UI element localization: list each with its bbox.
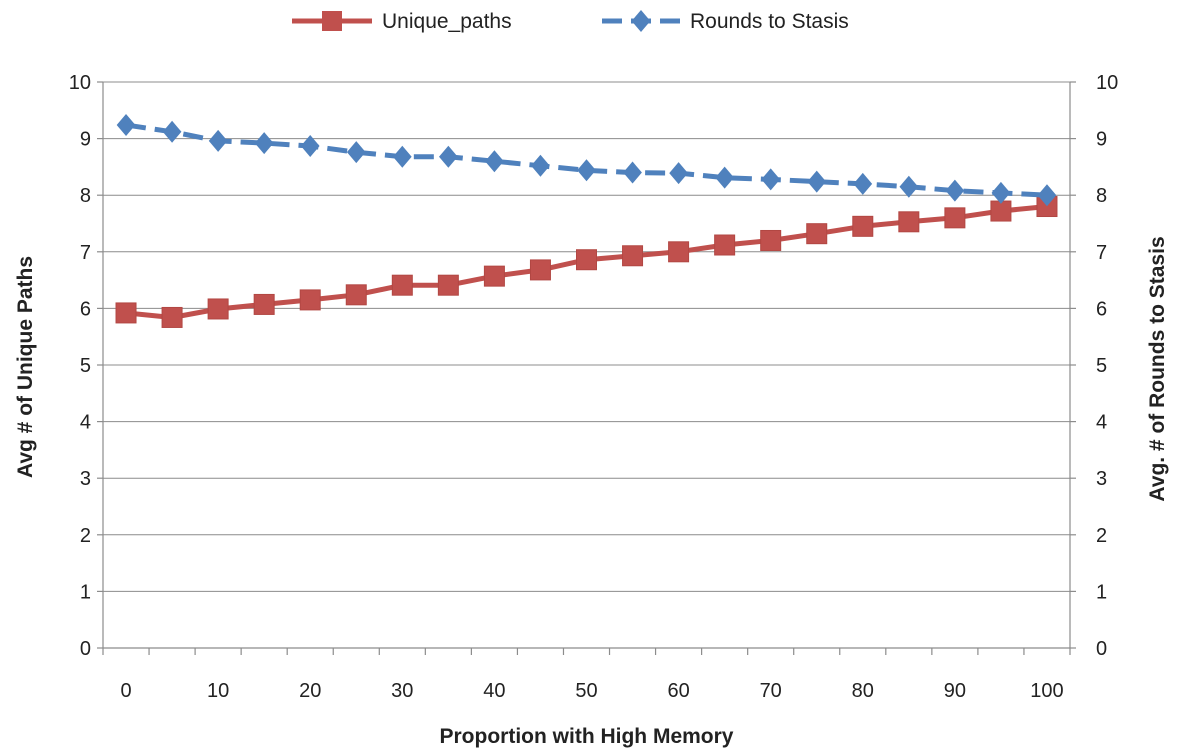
data-point: [944, 207, 966, 229]
data-point: [529, 259, 551, 281]
data-point: [669, 162, 688, 185]
x-tick-label: 60: [667, 680, 689, 702]
data-point: [483, 265, 505, 287]
y-tick-label-right: 5: [1096, 355, 1107, 377]
grid-lines: [103, 81, 1070, 592]
data-point: [345, 284, 367, 306]
y-tick-label-left: 5: [80, 355, 91, 377]
data-point: [898, 211, 920, 233]
series-1: [116, 114, 1057, 207]
y-tick-label-right: 4: [1096, 412, 1107, 434]
data-point: [622, 245, 644, 267]
x-tick-label: 70: [760, 680, 782, 702]
data-point: [945, 179, 965, 202]
data-point: [116, 114, 136, 137]
x-tick-label: 30: [391, 680, 413, 702]
x-tick-label: 40: [483, 680, 505, 702]
data-point: [807, 170, 827, 193]
x-axis-title: Proportion with High Memory: [440, 725, 734, 748]
data-point: [761, 168, 781, 191]
y-tick-label-left: 8: [80, 185, 91, 207]
data-point: [668, 241, 690, 263]
data-point: [715, 166, 734, 189]
series-0: [115, 196, 1058, 328]
y-tick-label-right: 9: [1096, 129, 1107, 151]
y-tick-label-left: 10: [69, 72, 91, 94]
x-tick-label: 20: [299, 680, 321, 702]
data-point: [806, 223, 828, 245]
data-point: [161, 306, 183, 328]
y-tick-label-left: 4: [80, 412, 91, 434]
data-point: [531, 154, 550, 177]
data-point: [991, 181, 1011, 204]
x-tick-label: 80: [852, 680, 874, 702]
data-point: [623, 161, 642, 184]
data-point: [300, 134, 320, 157]
legend-label: Rounds to Stasis: [690, 10, 849, 33]
data-point: [115, 302, 137, 324]
legend-item-1: Rounds to Stasis: [602, 10, 849, 33]
x-tick-label: 100: [1030, 680, 1063, 702]
series-layer: [115, 114, 1058, 328]
data-point: [714, 234, 736, 256]
data-point: [576, 249, 597, 271]
data-point: [392, 145, 412, 168]
data-point: [253, 293, 275, 315]
data-point: [1037, 184, 1057, 207]
y-axis-left-title: Avg # of Unique Paths: [14, 256, 37, 478]
y-tick-label-right: 1: [1096, 581, 1107, 603]
y-tick-label-left: 9: [80, 129, 91, 151]
data-point: [437, 274, 459, 296]
y-tick-label-left: 6: [80, 298, 91, 320]
x-tick-label: 0: [120, 680, 131, 702]
y-tick-label-left: 1: [80, 581, 91, 603]
y-tick-label-left: 7: [80, 242, 91, 264]
x-tick-label: 10: [207, 680, 229, 702]
data-point: [207, 298, 229, 320]
data-point: [391, 274, 413, 296]
legend-item-0: Unique_paths: [292, 10, 512, 33]
legend-marker: [322, 11, 342, 31]
y-axis-right-title: Avg. # of Rounds to Stasis: [1146, 236, 1169, 501]
y-tick-label-left: 2: [80, 525, 91, 547]
data-point: [439, 145, 458, 168]
data-point: [990, 200, 1012, 222]
axes: [97, 81, 1076, 655]
data-point: [299, 289, 321, 311]
data-point: [853, 172, 873, 195]
x-tick-label: 90: [944, 680, 966, 702]
data-point: [208, 129, 228, 152]
tick-labels: 0 01 12 23 34 45 56 67 78 89 910 100 10 20 30 40 50 60 70 8…: [69, 72, 1119, 702]
y-tick-label-left: 0: [80, 638, 91, 660]
y-tick-label-right: 3: [1096, 468, 1107, 490]
y-tick-label-right: 7: [1096, 242, 1107, 264]
legend-marker: [631, 10, 651, 32]
data-point: [899, 175, 919, 198]
legend: Unique_paths Rounds to Stasis: [292, 10, 849, 33]
y-tick-label-right: 8: [1096, 185, 1107, 207]
data-point: [577, 159, 596, 182]
y-tick-label-right: 0: [1096, 638, 1107, 660]
y-tick-label-right: 6: [1096, 298, 1107, 320]
data-point: [760, 229, 782, 251]
data-point: [852, 215, 874, 237]
data-point: [162, 120, 182, 143]
data-point: [254, 132, 274, 155]
data-point: [346, 141, 366, 164]
y-tick-label-left: 3: [80, 468, 91, 490]
y-tick-label-right: 2: [1096, 525, 1107, 547]
legend-label: Unique_paths: [382, 10, 512, 33]
x-tick-label: 50: [575, 680, 597, 702]
series-line: [125, 122, 1048, 198]
data-point: [485, 150, 504, 173]
y-tick-label-right: 10: [1096, 72, 1118, 94]
